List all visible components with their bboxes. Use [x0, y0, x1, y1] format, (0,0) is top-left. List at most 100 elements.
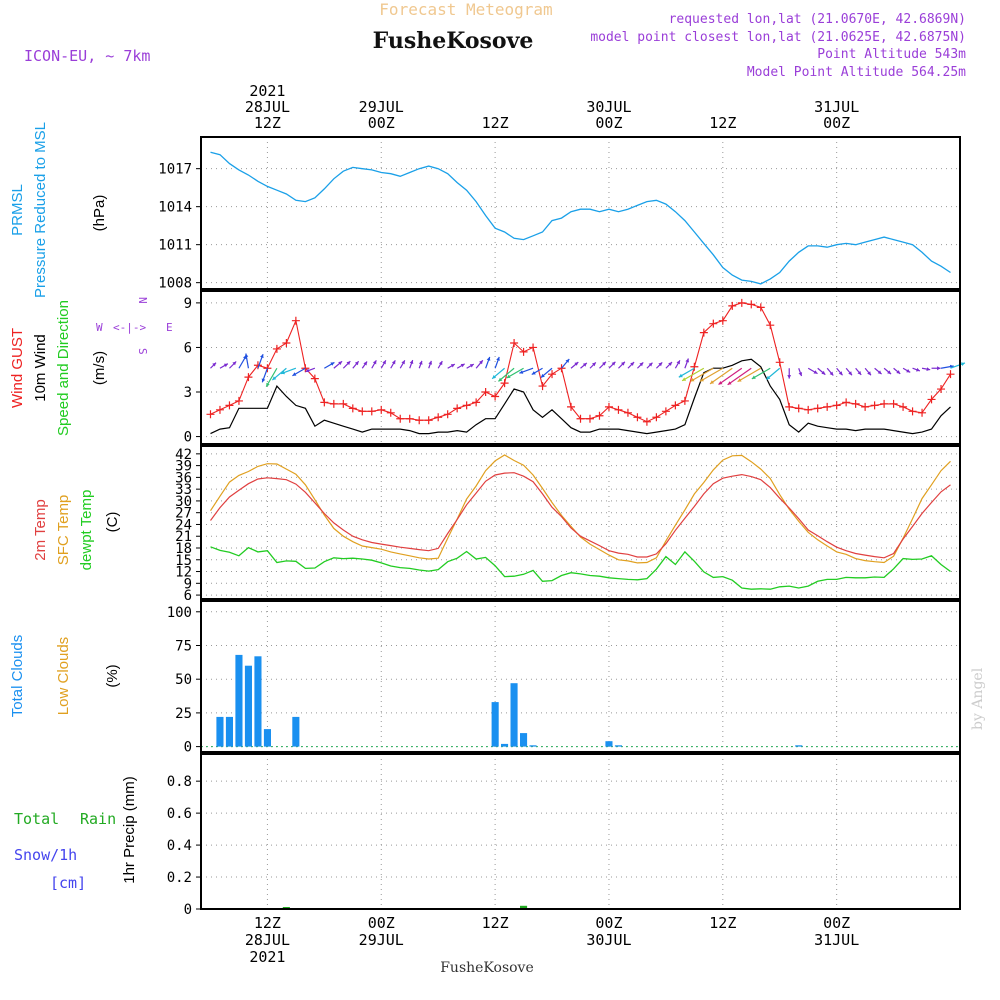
wind-arrow-head	[574, 362, 579, 366]
x-tick-label-bottom: 12Z	[709, 914, 736, 932]
y-tick-label: 12	[175, 565, 192, 581]
wind-arrow-head	[787, 375, 792, 379]
wind-arrow-head	[798, 372, 803, 376]
temp-unit-label: (C)	[104, 512, 121, 533]
gust-marker	[937, 385, 946, 394]
wind-speed-direction-label: Speed and Direction	[55, 300, 72, 436]
gust-marker	[870, 401, 879, 410]
gust-marker	[348, 404, 357, 413]
gust-marker	[310, 374, 319, 383]
gust-marker	[737, 298, 746, 307]
gust-marker	[405, 414, 414, 423]
gust-marker	[206, 410, 215, 419]
requested-coords: requested lon,lat (21.0670E, 42.6869N)	[669, 12, 966, 27]
y-tick-label: 0	[184, 902, 192, 918]
y-tick-label: 15	[175, 553, 192, 569]
gust-marker	[462, 401, 471, 410]
wind-arrow-head	[906, 369, 911, 373]
gust-marker	[880, 399, 889, 408]
x-tick-label-top: 28JUL	[245, 98, 290, 116]
gust-marker	[415, 416, 424, 425]
gust-marker	[899, 402, 908, 411]
point-altitude: Point Altitude 543m	[817, 47, 966, 62]
x-tick-label-top: 29JUL	[359, 98, 404, 116]
gust-marker	[434, 413, 443, 422]
total-cloud-bar	[605, 741, 613, 747]
model-altitude: Model Point Altitude 564.25m	[747, 65, 966, 80]
gust-marker	[832, 401, 841, 410]
gust-marker	[823, 402, 832, 411]
gust-marker	[215, 405, 224, 414]
wind-arrow-head	[260, 354, 264, 359]
wind-arrow-head	[232, 361, 237, 366]
credit-label: by Angel	[970, 667, 986, 730]
wind-arrow-head	[382, 360, 386, 365]
wind-arrow-head	[492, 375, 497, 379]
wind-arrow-head	[272, 376, 277, 380]
gust-marker	[557, 364, 566, 373]
y-tick-label: 0.8	[167, 774, 192, 790]
wind-arrow-head	[438, 361, 443, 366]
gust-marker	[747, 300, 756, 309]
y-tick-label: 6	[184, 340, 192, 356]
wind-arrow-head	[648, 362, 653, 367]
wind-arrow-head	[630, 362, 635, 366]
pressure-msl-label: Pressure Reduced to MSL	[32, 122, 49, 298]
total-cloud-bar	[795, 745, 803, 747]
gust-marker	[339, 399, 348, 408]
precip-unit-label: 1hr Precip (mm)	[121, 776, 138, 884]
x-tick-label-top: 12Z	[482, 114, 509, 132]
wind-arrow-head	[678, 373, 683, 378]
pressure-unit-label: (hPa)	[91, 195, 108, 232]
wind-arrow-head	[821, 370, 826, 375]
wind-arrow-head	[479, 360, 483, 365]
x-tick-label-top: 00Z	[823, 114, 850, 132]
gust-marker	[529, 343, 538, 352]
x-tick-label-bottom: 30JUL	[586, 931, 631, 949]
x-tick-label-bottom: 00Z	[368, 914, 395, 932]
sfc-temp-line	[209, 454, 951, 564]
y-tick-label: 1011	[158, 238, 192, 254]
footer-location: FusheKosove	[440, 960, 534, 976]
wind-arrow-head	[469, 364, 474, 368]
y-tick-label: 27	[175, 506, 192, 522]
gust-marker	[614, 405, 623, 414]
wind-arrow	[718, 367, 743, 386]
y-tick-label: 30	[175, 494, 192, 510]
wind-arrow-head	[330, 362, 335, 366]
gust-marker	[718, 316, 727, 325]
total-cloud-bar	[501, 743, 509, 747]
x-tick-label-bottom: 12Z	[482, 914, 509, 932]
location-title: FusheKosove	[373, 28, 534, 54]
y-tick-label: 1014	[158, 200, 192, 216]
wind-arrow-head	[877, 370, 882, 375]
total-cloud-bar	[292, 716, 300, 747]
total-cloud-bar	[235, 654, 243, 747]
y-tick-label: 100	[167, 605, 192, 621]
wind-arrow	[727, 367, 752, 386]
model-label: ICON-EU, ~ 7km	[24, 47, 150, 65]
wind-arrow-head	[212, 362, 216, 367]
gust-marker	[709, 319, 718, 328]
wind-arrow	[690, 367, 714, 382]
gust-marker	[291, 316, 300, 325]
y-tick-label: 0	[184, 430, 192, 446]
gust-marker	[851, 399, 860, 408]
y-tick-label: 6	[184, 588, 192, 604]
gust-marker	[699, 328, 708, 337]
panel-frame	[200, 290, 961, 445]
wind-10m-line	[210, 358, 951, 435]
gust-marker	[785, 402, 794, 411]
x-tick-label-top: 00Z	[595, 114, 622, 132]
gust-marker	[604, 402, 613, 411]
gust-marker	[794, 404, 803, 413]
wind-arrow-head	[450, 364, 455, 368]
x-tick-label-top: 12Z	[254, 114, 281, 132]
gust-marker	[861, 402, 870, 411]
wind-unit-label: (m/s)	[91, 351, 108, 385]
y-tick-label: 39	[175, 459, 192, 475]
gust-marker	[946, 370, 955, 379]
compass-south: S	[136, 348, 149, 355]
x-tick-label-bottom: 12Z	[254, 914, 281, 932]
